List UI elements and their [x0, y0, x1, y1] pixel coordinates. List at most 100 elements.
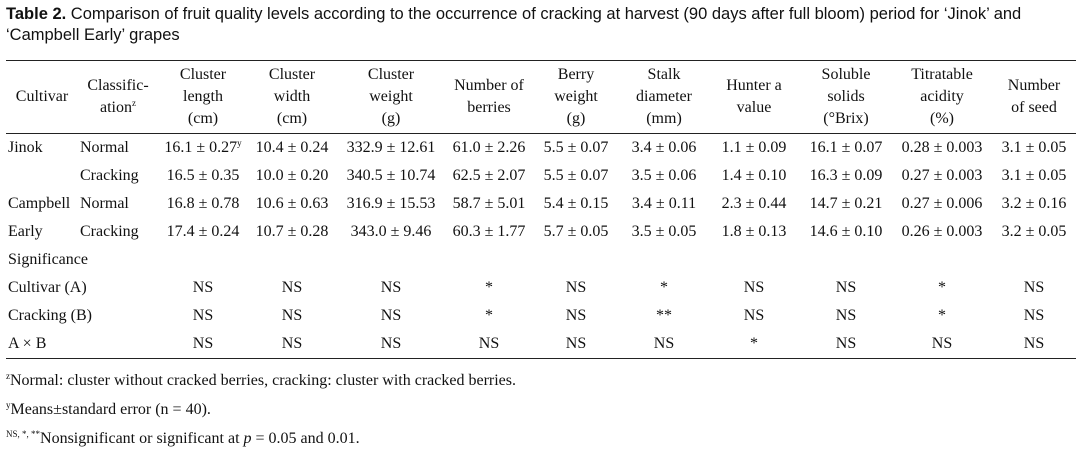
value-cell: 10.6 ± 0.63 — [248, 190, 336, 218]
value-cell: 62.5 ± 2.07 — [446, 162, 532, 190]
column-header-line: Titratable — [911, 66, 973, 83]
value-text: 16.1 ± 0.07 — [809, 139, 883, 156]
significance-cell: NS — [1023, 279, 1045, 296]
column-header-line: diameter — [636, 88, 692, 105]
value-text: 1.1 ± 0.09 — [721, 139, 787, 156]
significance-cell: * — [938, 307, 946, 324]
significance-cell: NS — [532, 330, 620, 359]
value-text: 16.5 ± 0.35 — [166, 167, 240, 184]
footnote-y: yMeans±standard error (n = 40). — [6, 400, 211, 418]
column-header: Number of berries — [446, 60, 532, 134]
significance-cell: NS — [800, 330, 892, 359]
value-text: 17.4 ± 0.24 — [166, 223, 240, 240]
significance-cell: NS — [892, 330, 992, 359]
significance-row-label: Cracking (B) — [8, 307, 92, 324]
value-text: 2.3 ± 0.44 — [721, 195, 787, 212]
column-header: Berry weight (g) — [532, 60, 620, 134]
value-cell: 0.28 ± 0.003 — [892, 134, 992, 163]
value-cell: 3.1 ± 0.05 — [992, 162, 1076, 190]
significance-cell: NS — [565, 279, 587, 296]
value-text: 10.6 ± 0.63 — [255, 195, 329, 212]
fruit-quality-table: Cultivar Classific-ationz Cluster length (cm… — [6, 60, 1076, 359]
empty-cell — [620, 246, 708, 274]
value-cell: 10.7 ± 0.28 — [248, 218, 336, 246]
cultivar-cell: Campbell — [8, 195, 71, 212]
value-cell: 1.4 ± 0.10 — [708, 162, 800, 190]
value-cell: 10.4 ± 0.24 — [248, 134, 336, 163]
column-header-line: length — [183, 88, 223, 105]
value-text: 0.26 ± 0.003 — [901, 223, 983, 240]
value-cell: 343.0 ± 9.46 — [336, 218, 446, 246]
value-text: 58.7 ± 5.01 — [452, 195, 526, 212]
value-cell: 0.27 ± 0.003 — [892, 162, 992, 190]
footnote-z: zNormal: cluster without cracked berries… — [6, 371, 517, 389]
value-text: 3.4 ± 0.11 — [631, 195, 697, 212]
value-text: 3.2 ± 0.05 — [1001, 223, 1067, 240]
value-text: 16.8 ± 0.78 — [166, 195, 240, 212]
footnote-marker: z — [132, 98, 136, 108]
significance-cell: NS — [565, 307, 587, 324]
significance-cell: * — [660, 279, 668, 296]
empty-cell — [158, 246, 248, 274]
column-header-line: berries — [467, 99, 511, 116]
value-cell: 332.9 ± 12.61 — [336, 134, 446, 163]
value-text: 3.1 ± 0.05 — [1001, 139, 1067, 156]
value-cell: 17.4 ± 0.24 — [158, 218, 248, 246]
column-header-line: weight — [369, 88, 413, 105]
cultivar-cell: Early — [8, 223, 43, 240]
value-cell: 0.26 ± 0.003 — [892, 218, 992, 246]
significance-cell: NS — [992, 330, 1076, 359]
classification-cell: Normal — [80, 139, 129, 156]
value-cell: 60.3 ± 1.77 — [446, 218, 532, 246]
column-header-line: Number of — [454, 77, 524, 94]
value-cell: 3.5 ± 0.06 — [620, 162, 708, 190]
cultivar-cell — [6, 162, 78, 190]
significance-row: A × B NS NS NS NS NS NS * NS NS NS — [6, 330, 1076, 359]
empty-cell — [708, 246, 800, 274]
significance-cell: NS — [336, 330, 446, 359]
footnote-significance: NS, *, **Nonsignificant or significant a… — [6, 429, 360, 447]
value-text: 332.9 ± 12.61 — [346, 139, 436, 156]
value-cell: 5.5 ± 0.07 — [532, 162, 620, 190]
significance-label: Significance — [8, 251, 88, 268]
empty-cell — [336, 246, 446, 274]
value-text: 60.3 ± 1.77 — [452, 223, 526, 240]
column-header: Hunter a value — [708, 60, 800, 134]
significance-cell: NS — [620, 330, 708, 359]
table-row: Cracking 16.5 ± 0.35 10.0 ± 0.20 340.5 ± 10… — [6, 162, 1076, 190]
empty-cell — [892, 246, 992, 274]
column-header-line: (g) — [381, 110, 401, 127]
value-text: 3.1 ± 0.05 — [1001, 167, 1067, 184]
value-cell: 3.4 ± 0.06 — [620, 134, 708, 163]
column-header-line: Soluble — [821, 66, 871, 83]
value-cell: 58.7 ± 5.01 — [446, 190, 532, 218]
value-cell: 14.7 ± 0.21 — [800, 190, 892, 218]
column-header-line: Berry — [557, 66, 595, 83]
column-header-line: (mm) — [646, 110, 682, 127]
value-text: 14.7 ± 0.21 — [809, 195, 883, 212]
significance-cell: NS — [192, 307, 214, 324]
classification-cell: Cracking — [80, 223, 139, 240]
value-cell: 1.1 ± 0.09 — [708, 134, 800, 163]
column-header-line: (cm) — [187, 110, 219, 127]
significance-cell: ** — [656, 307, 672, 324]
table-row: Early Cracking 17.4 ± 0.24 10.7 ± 0.28 343.0… — [6, 218, 1076, 246]
significance-cell: NS — [380, 279, 402, 296]
value-text: 3.5 ± 0.06 — [631, 167, 697, 184]
column-header: Stalk diameter (mm) — [620, 60, 708, 134]
value-text: 343.0 ± 9.46 — [350, 223, 432, 240]
significance-cell: * — [938, 279, 946, 296]
column-header: Titratable acidity (%) — [892, 60, 992, 134]
value-cell: 340.5 ± 10.74 — [336, 162, 446, 190]
footnote-marker: y — [237, 138, 242, 148]
significance-cell: NS — [835, 279, 857, 296]
significance-row: Cultivar (A) NS NS NS * NS * NS NS * NS — [6, 274, 1076, 302]
significance-cell: NS — [1023, 307, 1045, 324]
value-text: 61.0 ± 2.26 — [452, 139, 526, 156]
value-text: 0.27 ± 0.003 — [901, 167, 983, 184]
column-header-line: Hunter a — [726, 77, 782, 94]
value-text: 0.27 ± 0.006 — [901, 195, 983, 212]
value-text: 5.5 ± 0.07 — [543, 139, 609, 156]
column-header-line: value — [736, 99, 772, 116]
significance-cell: * — [485, 279, 493, 296]
